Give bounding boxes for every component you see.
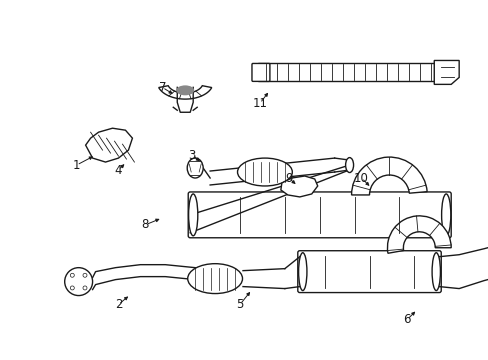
- Ellipse shape: [83, 273, 87, 277]
- Ellipse shape: [237, 158, 292, 186]
- Ellipse shape: [441, 194, 450, 236]
- Polygon shape: [433, 60, 458, 84]
- Ellipse shape: [70, 286, 74, 290]
- Ellipse shape: [187, 158, 203, 178]
- Ellipse shape: [83, 286, 87, 290]
- Text: 3: 3: [188, 149, 196, 162]
- FancyBboxPatch shape: [251, 63, 269, 81]
- Ellipse shape: [345, 158, 353, 172]
- Text: 1: 1: [73, 158, 80, 172]
- Text: 11: 11: [252, 97, 267, 110]
- Ellipse shape: [298, 253, 306, 291]
- Ellipse shape: [176, 85, 194, 95]
- Text: 2: 2: [115, 298, 122, 311]
- Text: 10: 10: [353, 171, 368, 185]
- Ellipse shape: [64, 268, 92, 296]
- Wedge shape: [351, 157, 427, 195]
- Polygon shape: [280, 176, 317, 197]
- Ellipse shape: [70, 273, 74, 277]
- Wedge shape: [386, 216, 450, 253]
- FancyBboxPatch shape: [258, 63, 438, 81]
- Ellipse shape: [188, 194, 198, 236]
- Ellipse shape: [187, 264, 242, 293]
- Text: 6: 6: [403, 313, 410, 326]
- Polygon shape: [85, 128, 132, 162]
- FancyBboxPatch shape: [188, 192, 450, 238]
- Text: 5: 5: [236, 298, 243, 311]
- Text: 7: 7: [158, 81, 166, 94]
- Polygon shape: [159, 86, 211, 99]
- Text: 9: 9: [285, 171, 292, 185]
- Ellipse shape: [431, 253, 440, 291]
- Text: 4: 4: [115, 163, 122, 176]
- Text: 8: 8: [142, 218, 149, 231]
- FancyBboxPatch shape: [297, 251, 440, 293]
